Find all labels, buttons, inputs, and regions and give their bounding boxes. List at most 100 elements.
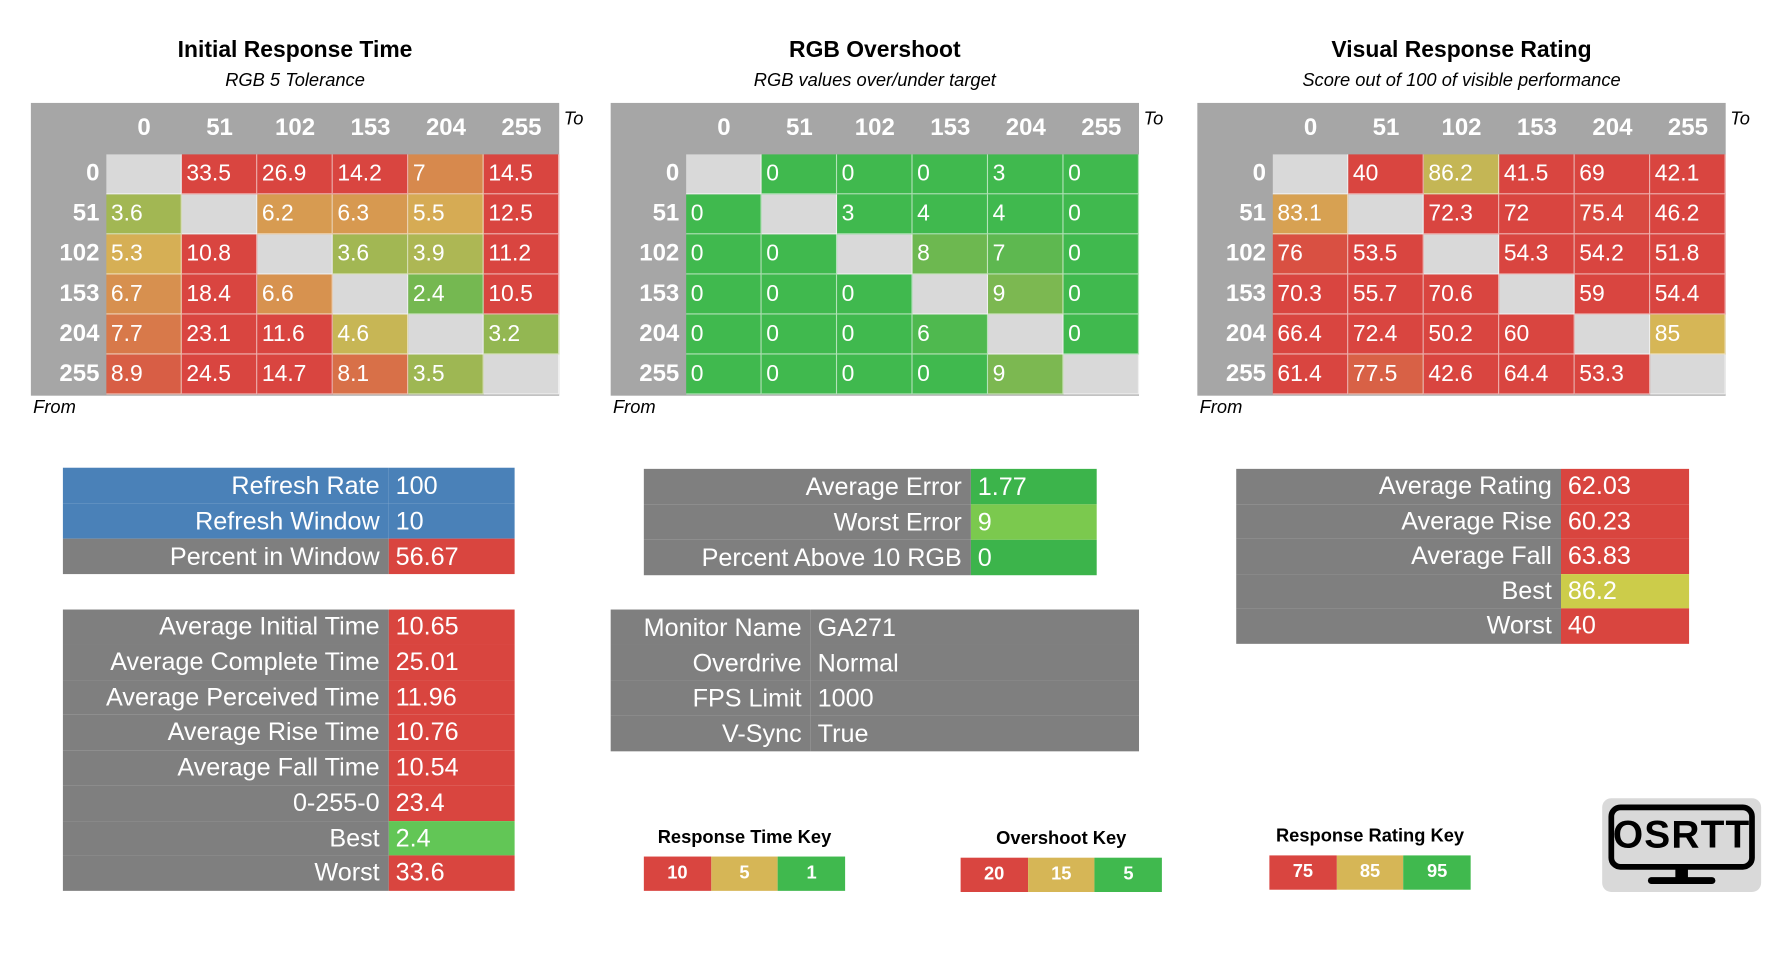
table-value: 60.23 bbox=[1561, 503, 1690, 539]
heatmap-cell: 3.9 bbox=[408, 234, 484, 275]
heatmap-cell: 50.2 bbox=[1423, 314, 1500, 355]
heatmap-cell: 54.2 bbox=[1574, 234, 1651, 275]
heatmap-cell: 7.7 bbox=[106, 314, 182, 355]
table-label: Monitor Name bbox=[610, 609, 811, 645]
heatmap-cell: 12.5 bbox=[483, 194, 560, 235]
logo: OSRTT bbox=[1602, 798, 1762, 893]
heatmap-cell: 8 bbox=[912, 234, 989, 275]
table-value: GA271 bbox=[810, 609, 1140, 645]
column-header: 255 bbox=[1667, 114, 1708, 141]
heatmap-cell: 42.1 bbox=[1650, 154, 1726, 195]
table-label: Average Rating bbox=[1236, 468, 1562, 504]
column-header: 204 bbox=[1592, 114, 1633, 141]
heatmap-cell: 33.5 bbox=[181, 154, 258, 195]
key-swatch: 85 bbox=[1336, 855, 1404, 890]
row-header: 51 bbox=[1239, 200, 1266, 227]
table-label: FPS Limit bbox=[610, 680, 811, 716]
row-header: 204 bbox=[59, 320, 100, 347]
column-header: 204 bbox=[1005, 114, 1046, 141]
row-header: 255 bbox=[639, 360, 680, 387]
column-header: 102 bbox=[274, 114, 316, 141]
heatmap-cell bbox=[257, 234, 333, 275]
heatmap-cell: 7 bbox=[408, 154, 484, 195]
table-value: 10 bbox=[388, 503, 515, 539]
grid-title: Visual Response Rating bbox=[1331, 37, 1592, 63]
key-swatch: 20 bbox=[960, 857, 1028, 893]
heatmap-cell: 0 bbox=[1063, 154, 1140, 195]
heatmap-cell: 0 bbox=[761, 234, 838, 275]
table-value: 11.96 bbox=[388, 679, 515, 716]
column-header: 0 bbox=[717, 114, 731, 141]
heatmap-cell bbox=[1423, 234, 1500, 275]
heatmap-cell: 24.5 bbox=[181, 354, 258, 395]
heatmap-cell: 64.4 bbox=[1499, 354, 1575, 395]
heatmap-cell: 6.6 bbox=[257, 274, 333, 315]
heatmap-cell: 9 bbox=[988, 274, 1064, 315]
key-swatch: 5 bbox=[710, 856, 779, 891]
table-label: Refresh Rate bbox=[62, 467, 389, 504]
heatmap-cell: 6.3 bbox=[332, 194, 409, 235]
column-header: 255 bbox=[501, 114, 542, 141]
row-header: 204 bbox=[639, 320, 680, 347]
table-label: Percent in Window bbox=[62, 538, 389, 575]
table-label: Average Error bbox=[643, 468, 971, 505]
heatmap-cell: 0 bbox=[912, 354, 989, 395]
table-value: 86.2 bbox=[1561, 573, 1690, 609]
grid-subtitle: RGB 5 Tolerance bbox=[225, 70, 365, 91]
heatmap-cell: 0 bbox=[837, 314, 913, 355]
monitor-base bbox=[1647, 877, 1716, 884]
heatmap-cell: 0 bbox=[686, 354, 762, 395]
heatmap-cell: 14.5 bbox=[483, 154, 560, 195]
heatmap-cell: 0 bbox=[1063, 274, 1140, 315]
heatmap-cell: 3.6 bbox=[332, 234, 409, 275]
row-header: 153 bbox=[1225, 280, 1266, 307]
table-value: 100 bbox=[388, 467, 515, 504]
from-label: From bbox=[612, 397, 656, 418]
table-value: 63.83 bbox=[1561, 538, 1690, 574]
to-label: To bbox=[1143, 109, 1164, 130]
row-header: 0 bbox=[665, 160, 680, 187]
row-header: 0 bbox=[1252, 160, 1266, 187]
key-swatch: 1 bbox=[778, 856, 846, 891]
heatmap-cell: 0 bbox=[1063, 234, 1140, 275]
column-header: 51 bbox=[206, 114, 233, 141]
heatmap-cell: 66.4 bbox=[1272, 314, 1349, 355]
key-title: Response Time Key bbox=[657, 827, 832, 848]
heatmap-cell: 59 bbox=[1574, 274, 1651, 315]
monitor-neck bbox=[1675, 866, 1688, 879]
column-header: 204 bbox=[425, 114, 467, 141]
heatmap-cell: 40 bbox=[1348, 154, 1424, 195]
heatmap-cell: 0 bbox=[686, 234, 762, 275]
table-value: 25.01 bbox=[388, 644, 515, 680]
table-label: Average Fall Time bbox=[62, 750, 389, 786]
heatmap-cell bbox=[1650, 354, 1726, 395]
table-value: 56.67 bbox=[388, 538, 515, 575]
table-label: Average Fall bbox=[1236, 538, 1562, 574]
heatmap-cell: 4.6 bbox=[332, 314, 409, 355]
heatmap-cell: 61.4 bbox=[1272, 354, 1349, 395]
heatmap-cell bbox=[686, 154, 762, 195]
heatmap-cell: 6.7 bbox=[106, 274, 182, 315]
table-value: 10.65 bbox=[388, 609, 515, 645]
heatmap-cell: 0 bbox=[837, 154, 913, 195]
heatmap-cell: 5.3 bbox=[106, 234, 182, 275]
heatmap-cell bbox=[1063, 354, 1140, 395]
heatmap-cell: 8.9 bbox=[106, 354, 182, 395]
table-value: 0 bbox=[970, 539, 1097, 576]
table-label: Best bbox=[62, 820, 389, 856]
heatmap-cell: 10.8 bbox=[181, 234, 258, 275]
heatmap-cell: 69 bbox=[1574, 154, 1651, 195]
heatmap-cell bbox=[761, 194, 838, 235]
heatmap-cell: 85 bbox=[1650, 314, 1726, 355]
column-header: 153 bbox=[930, 114, 971, 141]
column-header: 255 bbox=[1081, 114, 1122, 141]
row-header: 51 bbox=[652, 200, 680, 227]
table-label: Percent Above 10 RGB bbox=[643, 539, 971, 576]
heatmap-cell: 7 bbox=[988, 234, 1064, 275]
heatmap-cell: 26.9 bbox=[257, 154, 333, 195]
heatmap-cell: 76 bbox=[1272, 234, 1349, 275]
heatmap-cell: 75.4 bbox=[1574, 194, 1651, 235]
heatmap-cell: 4 bbox=[912, 194, 989, 235]
heatmap-cell: 10.5 bbox=[483, 274, 560, 315]
table-label: Average Complete Time bbox=[62, 644, 389, 680]
